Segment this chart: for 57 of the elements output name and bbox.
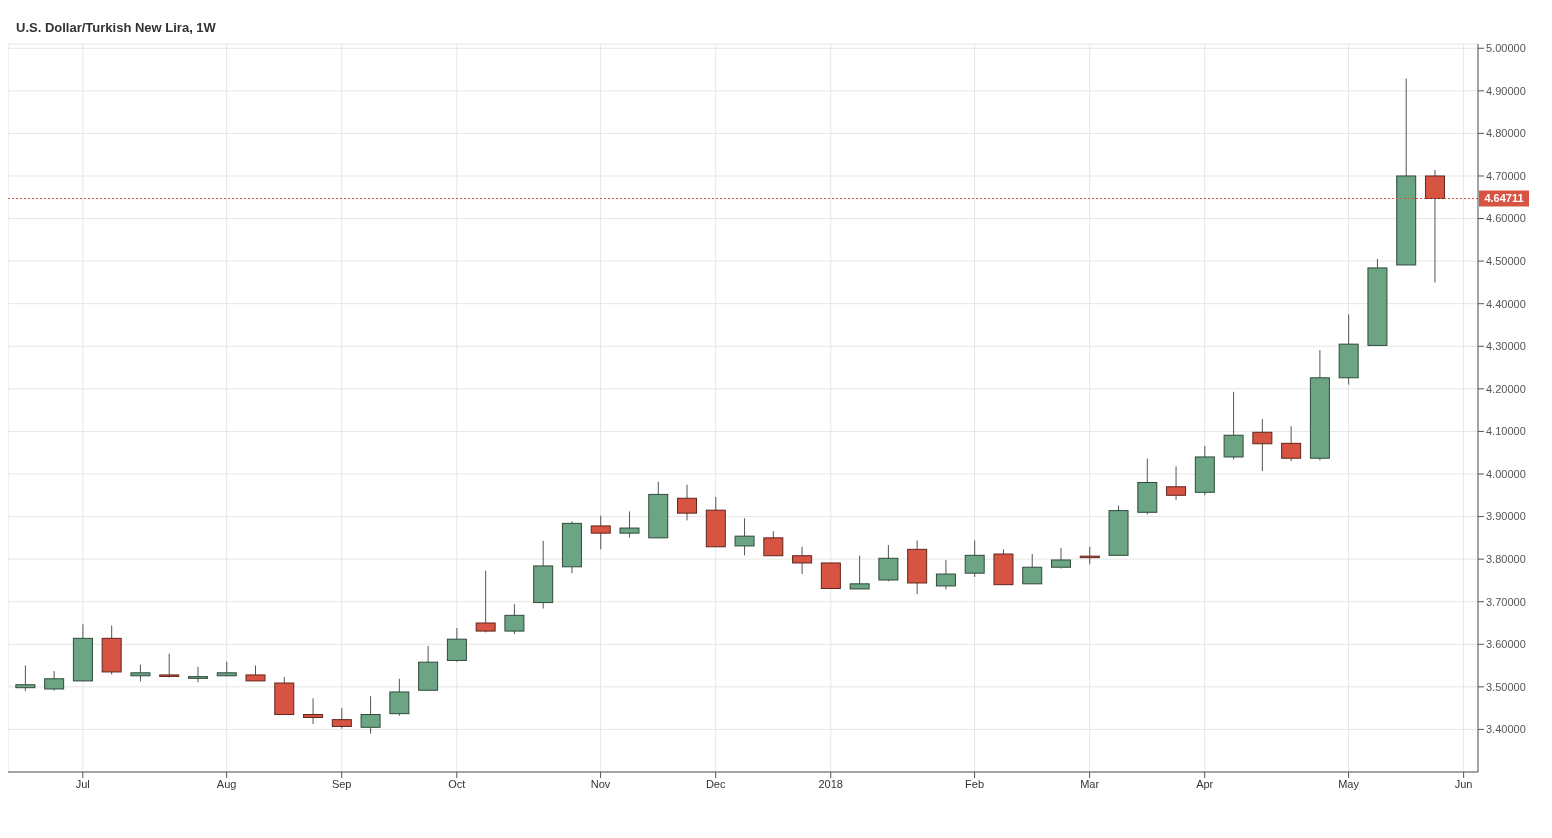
candlestick bbox=[763, 530, 784, 557]
candlestick bbox=[331, 707, 352, 730]
y-tick-label: 4.50000 bbox=[1486, 255, 1526, 268]
candlestick bbox=[504, 603, 525, 635]
candlestick bbox=[792, 546, 813, 575]
ref-line-label: 4.64711 bbox=[1484, 192, 1524, 205]
y-tick-label: 5.00000 bbox=[1486, 42, 1526, 55]
y-tick-label: 3.70000 bbox=[1486, 595, 1526, 608]
y-tick-label: 3.60000 bbox=[1486, 638, 1526, 651]
candlestick bbox=[475, 570, 496, 633]
x-tick-label: Dec bbox=[705, 777, 726, 790]
candlestick bbox=[187, 666, 208, 683]
candlestick bbox=[590, 515, 611, 550]
candlestick bbox=[446, 627, 467, 663]
candlestick bbox=[1223, 391, 1244, 461]
x-tick-label: Oct bbox=[448, 777, 466, 790]
x-tick-label: Jul bbox=[75, 777, 90, 790]
y-tick-label: 4.20000 bbox=[1486, 382, 1526, 395]
y-tick-label: 4.30000 bbox=[1486, 340, 1526, 353]
y-tick-label: 3.80000 bbox=[1486, 553, 1526, 566]
candlestick bbox=[878, 544, 899, 582]
candlestick bbox=[1166, 465, 1187, 501]
candlestick bbox=[734, 517, 755, 556]
chart-title: U.S. Dollar/Turkish New Lira, 1W bbox=[16, 20, 216, 35]
y-tick-label: 3.40000 bbox=[1486, 723, 1526, 736]
y-tick-label: 4.40000 bbox=[1486, 297, 1526, 310]
candlestick bbox=[964, 539, 985, 578]
x-tick-label: Feb bbox=[965, 777, 985, 790]
x-tick-label: Mar bbox=[1080, 777, 1100, 790]
candlestick bbox=[360, 695, 381, 735]
candlestick bbox=[677, 484, 698, 521]
y-tick-label: 3.50000 bbox=[1486, 680, 1526, 693]
y-tick-label: 4.10000 bbox=[1486, 425, 1526, 438]
y-tick-label: 4.80000 bbox=[1486, 127, 1526, 140]
candlestick bbox=[389, 678, 410, 717]
candlestick bbox=[1281, 425, 1302, 462]
y-tick-label: 4.70000 bbox=[1486, 169, 1526, 182]
x-tick-label: Apr bbox=[1196, 777, 1214, 790]
candlestick bbox=[1050, 547, 1071, 569]
candlestick bbox=[1022, 553, 1043, 585]
x-tick-label: Sep bbox=[331, 777, 352, 790]
x-tick-label: Jun bbox=[1454, 777, 1473, 790]
candlestick bbox=[15, 665, 36, 692]
candlestick bbox=[44, 670, 65, 692]
candlestick bbox=[849, 555, 870, 590]
x-tick-label: May bbox=[1338, 777, 1360, 790]
candlestick bbox=[935, 559, 956, 590]
y-tick-label: 4.90000 bbox=[1486, 84, 1526, 97]
x-tick-label: Nov bbox=[590, 777, 611, 790]
y-tick-label: 3.90000 bbox=[1486, 510, 1526, 523]
x-tick-label: Aug bbox=[216, 777, 237, 790]
candlestick bbox=[1252, 418, 1273, 472]
y-tick-label: 4.60000 bbox=[1486, 212, 1526, 225]
candlestick bbox=[619, 510, 640, 538]
candlestick bbox=[303, 697, 324, 725]
x-tick-label: 2018 bbox=[818, 777, 843, 790]
y-tick-label: 4.00000 bbox=[1486, 467, 1526, 480]
